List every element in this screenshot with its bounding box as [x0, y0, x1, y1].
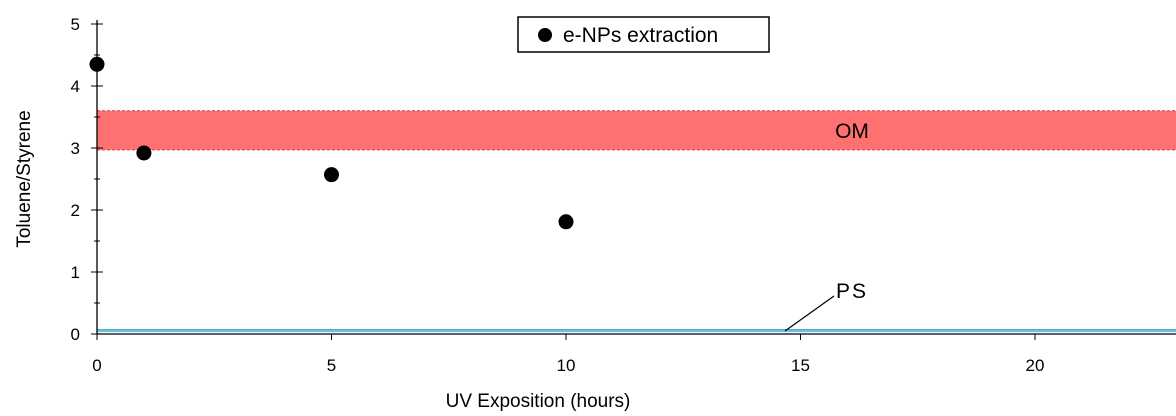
- band-label-ps-leader: [784, 295, 835, 332]
- data-point: [136, 145, 152, 161]
- x-tick-label: 5: [327, 356, 336, 375]
- data-points: [89, 56, 574, 230]
- y-tick-label: 2: [71, 201, 80, 220]
- band-ps: [97, 329, 1176, 333]
- y-tick-label: 5: [71, 15, 80, 34]
- data-point: [89, 56, 105, 72]
- y-tick-label: 0: [71, 325, 80, 344]
- legend-box: [517, 16, 770, 53]
- band-label-ps: PS: [836, 280, 868, 303]
- band-label-om: OM: [835, 120, 869, 143]
- y-tick-label: 4: [71, 77, 80, 96]
- x-tick-label: 10: [557, 356, 576, 375]
- axes: 0 1 2 3 4 5 0 5 10 15 20: [71, 15, 1176, 375]
- x-tick-label: 20: [1026, 356, 1045, 375]
- x-tick-label: 15: [791, 356, 810, 375]
- legend: e-NPs extraction: [517, 16, 770, 53]
- data-point: [558, 214, 574, 230]
- y-tick-label: 1: [71, 263, 80, 282]
- x-tick-label: 0: [92, 356, 101, 375]
- y-axis-title: Toluene/Styrene: [14, 110, 35, 247]
- y-tick-label: 3: [71, 139, 80, 158]
- x-axis-title: UV Exposition (hours): [446, 391, 631, 412]
- legend-label: e-NPs extraction: [563, 24, 718, 47]
- legend-marker: [538, 28, 552, 42]
- band-om: [97, 110, 1176, 150]
- data-point: [324, 167, 339, 183]
- reference-bands: [97, 110, 1176, 333]
